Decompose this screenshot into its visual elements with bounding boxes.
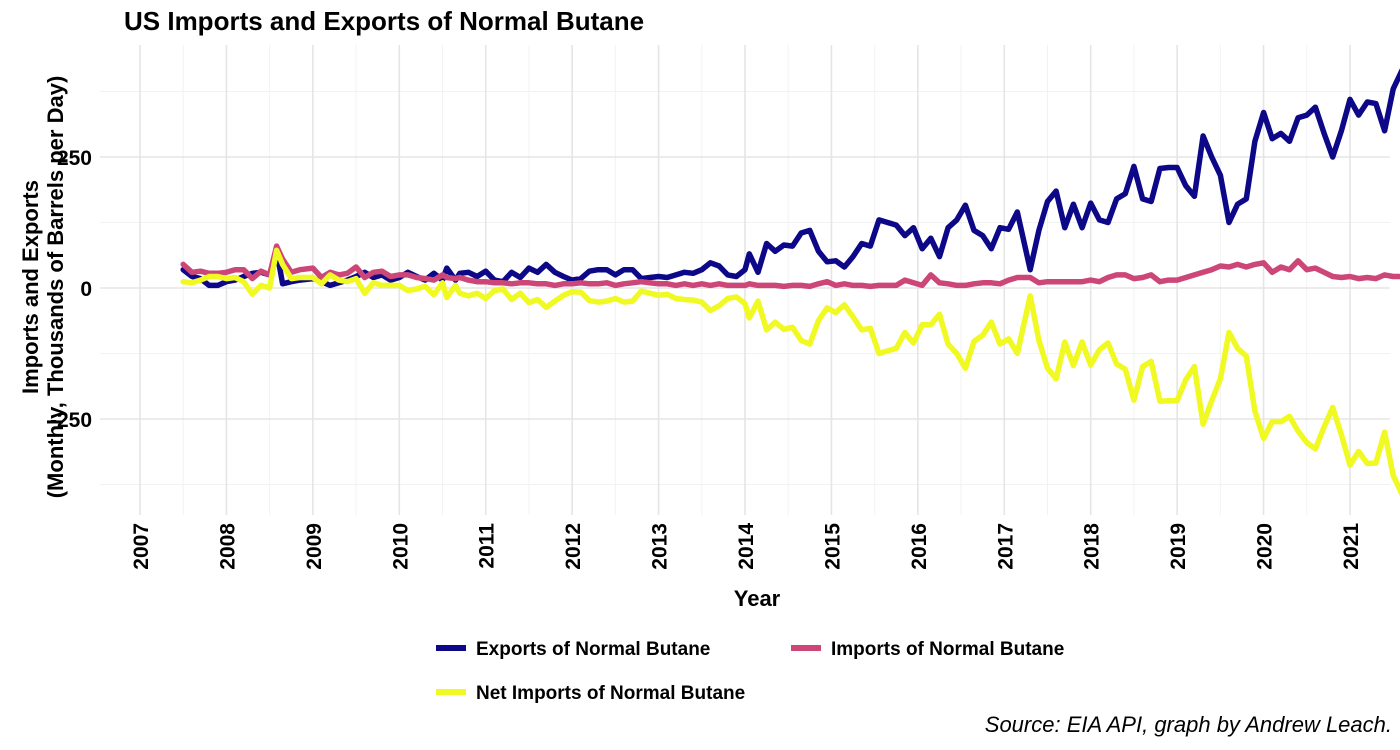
- y-tick-label: 250: [57, 147, 92, 170]
- series-line-imports: [180, 243, 1400, 290]
- legend-label-net-imports: Net Imports of Normal Butane: [476, 683, 745, 704]
- x-tick-label: 2012: [562, 523, 585, 570]
- x-tick-label: 2013: [649, 523, 672, 570]
- x-tick-label: 2014: [735, 523, 758, 570]
- legend-label-imports: Imports of Normal Butane: [831, 639, 1064, 660]
- x-tick-labels: 2007 2008 2009 2010 2011 2012 2013 2014 2015 2016…: [130, 523, 1363, 570]
- x-tick-label: 2016: [908, 523, 931, 570]
- y-axis-label-line2: (Monthly, Thousands of Barrels per Day): [43, 76, 68, 499]
- x-tick-label: 2018: [1081, 523, 1104, 570]
- y-tick-label: -250: [50, 409, 92, 432]
- x-tick-label: 2011: [476, 523, 499, 569]
- x-tick-label: 2009: [303, 523, 326, 570]
- chart-title: US Imports and Exports of Normal Butane: [124, 6, 645, 36]
- y-tick-label: 0: [80, 278, 92, 301]
- x-tick-label: 2020: [1254, 523, 1277, 570]
- x-tick-label: 2007: [130, 523, 153, 570]
- x-tick-label: 2021: [1340, 523, 1363, 570]
- series-line-net-imports: [180, 247, 1400, 496]
- y-axis-label-line1: Imports and Exports: [18, 180, 43, 394]
- x-tick-label: 2019: [1167, 523, 1190, 570]
- x-tick-label: 2017: [994, 523, 1017, 570]
- x-tick-label: 2010: [389, 523, 412, 570]
- series-lines: [180, 68, 1400, 496]
- source-caption: Source: EIA API, graph by Andrew Leach.: [984, 712, 1392, 737]
- legend: Exports of Normal Butane Imports of Norm…: [436, 639, 1064, 704]
- y-tick-labels: -250 0 250: [50, 147, 92, 432]
- x-axis-label: Year: [734, 586, 781, 611]
- series-line-exports: [180, 68, 1400, 289]
- legend-label-exports: Exports of Normal Butane: [476, 639, 710, 660]
- x-tick-label: 2015: [821, 523, 844, 570]
- x-tick-label: 2008: [216, 523, 239, 570]
